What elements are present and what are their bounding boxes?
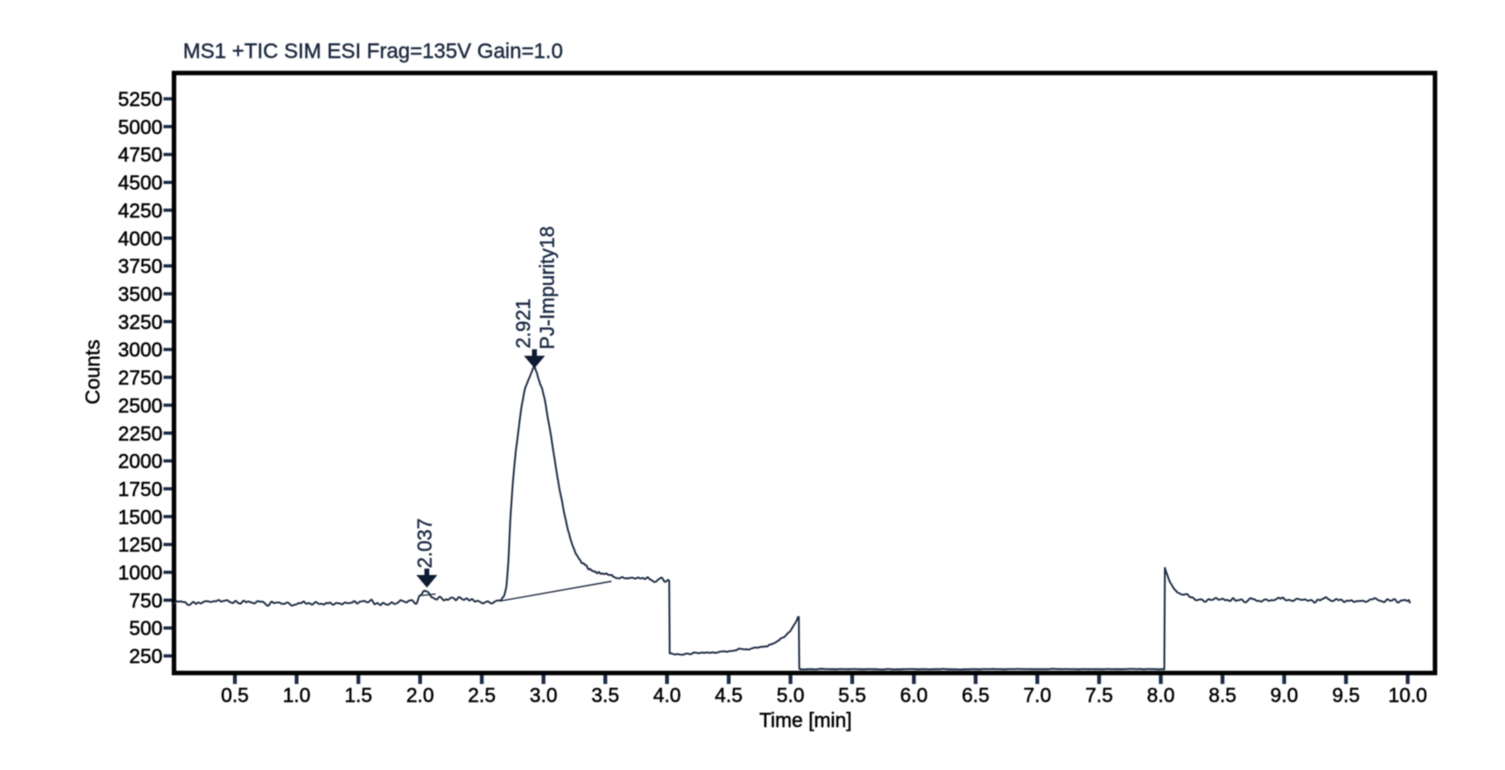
svg-text:0.5: 0.5 <box>221 685 249 707</box>
svg-text:2250: 2250 <box>118 423 163 445</box>
svg-text:4.5: 4.5 <box>715 685 743 707</box>
svg-text:PJ-Impurity18: PJ-Impurity18 <box>537 226 559 349</box>
svg-text:5250: 5250 <box>118 89 163 111</box>
svg-text:1.5: 1.5 <box>344 685 372 707</box>
svg-text:3500: 3500 <box>118 284 163 306</box>
svg-text:250: 250 <box>129 646 162 668</box>
svg-text:2.921: 2.921 <box>513 298 535 348</box>
svg-text:4500: 4500 <box>118 173 163 195</box>
svg-text:1000: 1000 <box>118 563 163 585</box>
svg-text:6.5: 6.5 <box>962 685 990 707</box>
svg-text:1500: 1500 <box>118 507 163 529</box>
svg-text:5.5: 5.5 <box>838 685 866 707</box>
svg-text:10.0: 10.0 <box>1388 685 1427 707</box>
svg-text:4000: 4000 <box>118 228 163 250</box>
svg-text:7.5: 7.5 <box>1085 685 1113 707</box>
svg-text:9.0: 9.0 <box>1270 685 1298 707</box>
svg-text:9.5: 9.5 <box>1332 685 1360 707</box>
svg-text:5.0: 5.0 <box>777 685 805 707</box>
svg-text:2000: 2000 <box>118 451 163 473</box>
svg-text:6.0: 6.0 <box>900 685 928 707</box>
svg-text:500: 500 <box>129 618 162 640</box>
svg-text:Time [min]: Time [min] <box>759 710 852 732</box>
svg-text:1750: 1750 <box>118 479 163 501</box>
svg-text:5000: 5000 <box>118 117 163 139</box>
svg-text:4250: 4250 <box>118 200 163 222</box>
svg-text:2.5: 2.5 <box>468 685 496 707</box>
svg-text:2500: 2500 <box>118 395 163 417</box>
svg-text:7.0: 7.0 <box>1023 685 1051 707</box>
svg-text:8.5: 8.5 <box>1209 685 1237 707</box>
svg-text:3250: 3250 <box>118 312 163 334</box>
svg-text:3.0: 3.0 <box>530 685 558 707</box>
svg-text:2.0: 2.0 <box>406 685 434 707</box>
svg-text:4.0: 4.0 <box>653 685 681 707</box>
svg-text:4750: 4750 <box>118 145 163 167</box>
svg-text:8.0: 8.0 <box>1147 685 1175 707</box>
svg-text:2750: 2750 <box>118 368 163 390</box>
svg-text:2.037: 2.037 <box>415 518 437 568</box>
svg-text:3000: 3000 <box>118 340 163 362</box>
svg-text:MS1 +TIC SIM ESI Frag=135V Gai: MS1 +TIC SIM ESI Frag=135V Gain=1.0 <box>183 40 563 63</box>
svg-text:1.0: 1.0 <box>283 685 311 707</box>
svg-text:3750: 3750 <box>118 256 163 278</box>
svg-text:Counts: Counts <box>82 340 105 405</box>
svg-text:1250: 1250 <box>118 535 163 557</box>
svg-text:750: 750 <box>129 590 162 612</box>
svg-text:3.5: 3.5 <box>591 685 619 707</box>
